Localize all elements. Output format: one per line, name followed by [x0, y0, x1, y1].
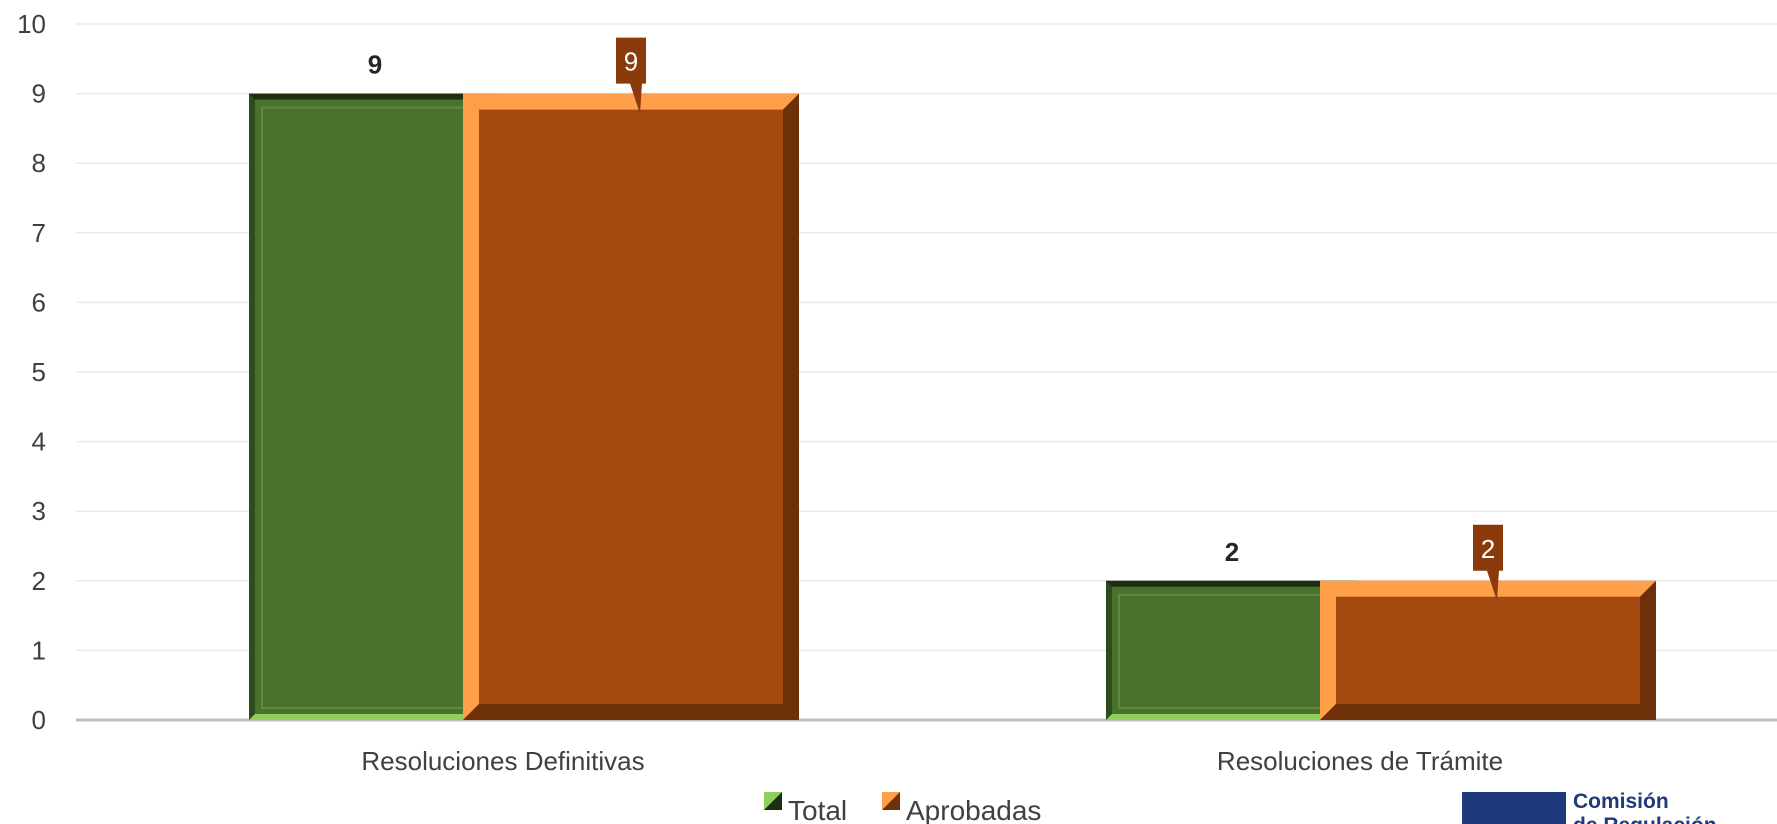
- bar-aprobadas-face: [1320, 580, 1656, 720]
- y-tick-label: 3: [32, 496, 46, 526]
- y-tick-label: 2: [32, 566, 46, 596]
- bar-aprobadas: [1320, 580, 1656, 720]
- logo-text-line2: de Regulación: [1573, 814, 1717, 824]
- data-label-callout-box: [1473, 524, 1503, 601]
- legend: Total Aprobadas: [764, 792, 1041, 824]
- data-label-total: 9: [368, 50, 382, 80]
- bar-aprobadas-left-bevel: [1320, 580, 1336, 720]
- y-tick-label: 1: [32, 635, 46, 665]
- legend-label: Aprobadas: [906, 795, 1041, 824]
- bar-aprobadas-right-bevel: [783, 93, 799, 721]
- y-tick-label: 8: [32, 148, 46, 178]
- logo-mark: [1462, 792, 1566, 824]
- bar-aprobadas-top-bevel: [463, 93, 799, 110]
- bar-aprobadas-left-bevel: [463, 93, 479, 721]
- bar-aprobadas: [463, 93, 799, 721]
- logo: Comisión de Regulación: [1462, 790, 1717, 824]
- y-tick-label: 7: [32, 218, 46, 248]
- data-label-aprobadas-text: 2: [1481, 534, 1495, 564]
- bar-total-bottom-edge: [1106, 714, 1358, 720]
- legend-swatch-shade: [764, 792, 782, 810]
- bar-total-left-edge: [1106, 580, 1112, 720]
- category-labels: Resoluciones Definitivas Resoluciones de …: [361, 746, 1503, 776]
- y-tick-label: 4: [32, 427, 46, 457]
- y-tick-label: 9: [32, 79, 46, 109]
- bar-aprobadas-bottom-bevel: [1320, 704, 1656, 720]
- bar-total-top-edge: [249, 93, 501, 100]
- data-label-total: 2: [1225, 537, 1239, 567]
- bar-total-left-edge: [249, 93, 255, 721]
- legend-swatch-shade: [882, 792, 900, 810]
- legend-item: Total: [764, 792, 847, 824]
- x-category-label: Resoluciones Definitivas: [361, 746, 644, 776]
- y-tick-label: 0: [32, 705, 46, 735]
- y-tick-label: 10: [17, 9, 46, 39]
- data-label-aprobadas: 2: [1473, 524, 1503, 601]
- bar-total-face: [249, 93, 501, 721]
- bar-aprobadas-face: [463, 93, 799, 721]
- y-axis-ticks: 0 1 2 3 4 5 6 7 8 9 10: [17, 9, 46, 735]
- bar-total-top-edge: [1106, 580, 1358, 587]
- bar-total: [249, 93, 501, 721]
- logo-text-line1: Comisión: [1573, 790, 1669, 813]
- data-label-callout-box: [616, 37, 646, 114]
- data-label-aprobadas-text: 9: [624, 47, 638, 77]
- y-tick-label: 5: [32, 357, 46, 387]
- data-label-aprobadas: 9: [616, 37, 646, 114]
- bar-aprobadas-right-bevel: [1640, 580, 1656, 720]
- bar-aprobadas-bottom-bevel: [463, 704, 799, 720]
- data-labels: 9 9 2 2: [368, 37, 1503, 601]
- x-category-label: Resoluciones de Trámite: [1217, 746, 1503, 776]
- bar-total-bottom-edge: [249, 714, 501, 720]
- legend-label: Total: [788, 795, 847, 824]
- bar-total-face: [1106, 580, 1358, 720]
- y-tick-label: 6: [32, 287, 46, 317]
- legend-item: Aprobadas: [882, 792, 1041, 824]
- bars: [249, 93, 1656, 721]
- bar-aprobadas-top-bevel: [1320, 580, 1656, 597]
